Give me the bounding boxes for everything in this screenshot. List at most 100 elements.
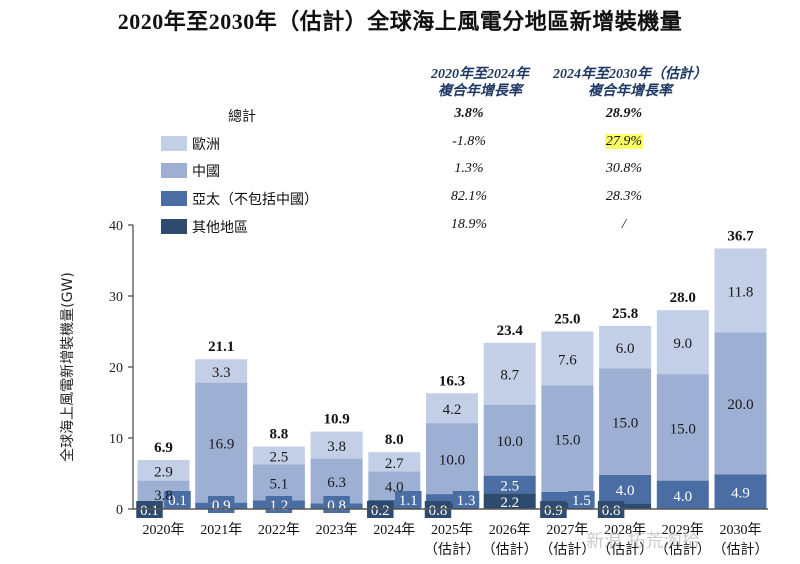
segment-value-label: 4.9 <box>731 486 750 502</box>
segment-value-label: 7.6 <box>558 352 577 368</box>
segment-value-label: 1.5 <box>572 493 591 509</box>
y-axis-label: 全球海上風電新增裝機量(GW) <box>59 272 76 462</box>
legend-swatch-apac <box>161 191 187 206</box>
cagr-header-period: 2024年至2030年（估計） <box>553 67 707 82</box>
cagr-header-label: 複合年增長率 <box>588 84 672 99</box>
bar-segment <box>541 331 594 386</box>
segment-value-label: 4.0 <box>673 489 692 505</box>
bar-segment <box>426 503 478 509</box>
segment-value-label: 3.8 <box>154 488 173 504</box>
bar-segment <box>656 374 709 481</box>
segment-value-label: 0.1 <box>140 503 159 519</box>
cagr-china-2020-2024: 1.3% <box>454 161 484 176</box>
segment-value-label: 1.1 <box>399 493 418 509</box>
bar-segment <box>137 507 190 509</box>
cagr-apac-2024-2030: 28.3% <box>605 189 643 204</box>
segment-value-label: 0.8 <box>429 503 448 519</box>
cagr-header-2024-2030: 2024年至2030年（估計） 複合年增長率 <box>530 66 730 100</box>
legend-label-china: 中國 <box>192 165 220 180</box>
segment-value-label: 4.2 <box>443 402 462 418</box>
x-tick-sublabel: （估計） <box>539 542 595 558</box>
highlighted-value: 27.9% <box>604 134 644 149</box>
x-tick-sublabel: （估計） <box>597 542 653 558</box>
cagr-total-2020-2024: 3.8% <box>454 106 484 121</box>
bar-total-label: 23.4 <box>497 323 524 339</box>
watermark-text: 新浪 拓荒淘拾 <box>586 531 700 552</box>
segment-value-label: 9.0 <box>673 336 692 352</box>
segment-value-label: 1.2 <box>270 498 289 514</box>
bar-segment <box>541 385 594 492</box>
legend-label-europe: 歐洲 <box>192 138 220 153</box>
bar-total-label: 6.9 <box>154 440 173 456</box>
bar-segment <box>195 382 248 503</box>
segment-value-label: 1.3 <box>457 493 476 509</box>
bar-segment <box>714 474 767 509</box>
x-tick-sublabel: （估計） <box>713 542 769 558</box>
bar-segment <box>426 393 478 424</box>
cagr-header-2020-2024: 2020年至2024年 複合年增長率 <box>400 66 560 100</box>
bar-total-label: 8.8 <box>270 427 289 443</box>
bar-segment <box>483 475 536 494</box>
bar-segment <box>137 460 190 481</box>
bar-total-label: 16.3 <box>439 373 465 389</box>
segment-value-label: 0.8 <box>602 503 621 519</box>
legend-swatch-china <box>161 163 187 178</box>
x-tick-label: 2020年 <box>143 522 185 538</box>
value-label-chip <box>395 491 422 508</box>
segment-value-label: 5.1 <box>270 476 289 492</box>
value-label-chip <box>452 491 480 508</box>
bar-total-label: 25.8 <box>612 306 638 322</box>
segment-value-label: 0.9 <box>544 503 563 519</box>
bar-total-label: 28.0 <box>670 290 696 306</box>
cagr-other-2020-2024: 18.9% <box>450 217 488 232</box>
x-tick-label: 2024年 <box>373 522 415 538</box>
segment-value-label: 20.0 <box>727 397 753 413</box>
cagr-china-2024-2030: 30.8% <box>605 161 643 176</box>
legend-label-apac: 亞太（不包括中國） <box>192 193 318 208</box>
segment-value-label: 10.0 <box>439 453 465 469</box>
bar-segment <box>195 359 248 383</box>
bar-segment <box>426 423 478 495</box>
segment-value-label: 0.1 <box>168 493 187 509</box>
bar-total-label: 21.1 <box>208 339 234 355</box>
segment-value-label: 2.7 <box>385 456 404 472</box>
x-tick-sublabel: （估計） <box>655 542 711 558</box>
segment-value-label: 15.0 <box>554 433 580 449</box>
chart-title: 2020年至2030年（估計）全球海上風電分地區新增裝機量 <box>117 9 683 34</box>
x-tick-sublabel: （估計） <box>482 542 538 558</box>
y-tick-label: 40 <box>109 219 123 234</box>
bar-segment <box>541 491 594 503</box>
bar-total-label: 8.0 <box>385 432 404 448</box>
segment-value-label: 4.0 <box>616 483 635 499</box>
cagr-apac-2020-2024: 82.1% <box>450 189 488 204</box>
y-tick-label: 30 <box>109 290 123 305</box>
bar-segment <box>252 446 305 465</box>
y-tick-label: 10 <box>109 432 123 447</box>
legend-label-other: 其他地區 <box>192 221 248 236</box>
segment-value-label: 15.0 <box>612 416 638 432</box>
bar-segment <box>483 404 536 476</box>
value-label-chip <box>568 491 595 508</box>
cagr-header-label: 複合年增長率 <box>438 84 522 99</box>
y-tick-label: 20 <box>109 361 123 376</box>
segment-value-label: 15.0 <box>670 421 696 437</box>
value-label-chip <box>164 491 191 508</box>
bar-total-label: 36.7 <box>727 228 754 244</box>
bar-total-label: 10.9 <box>323 412 349 428</box>
segment-value-label: 8.7 <box>500 368 519 384</box>
cagr-row-total-label: 總計 <box>228 110 256 125</box>
x-tick-label: 2022年 <box>258 522 300 538</box>
cagr-total-2024-2030: 28.9% <box>605 106 643 121</box>
x-tick-label: 2027年 <box>546 522 588 538</box>
bar-segment <box>483 493 536 509</box>
segment-value-label: 0.2 <box>371 503 390 519</box>
bar-segment <box>368 452 421 472</box>
cagr-europe-2020-2024: -1.8% <box>452 134 486 149</box>
bar-segment <box>310 431 363 459</box>
bar-segment <box>541 502 594 509</box>
bar-segment <box>656 310 709 375</box>
segment-value-label: 2.5 <box>500 479 519 495</box>
bar-segment <box>599 503 652 509</box>
segment-value-label: 3.3 <box>212 365 231 381</box>
